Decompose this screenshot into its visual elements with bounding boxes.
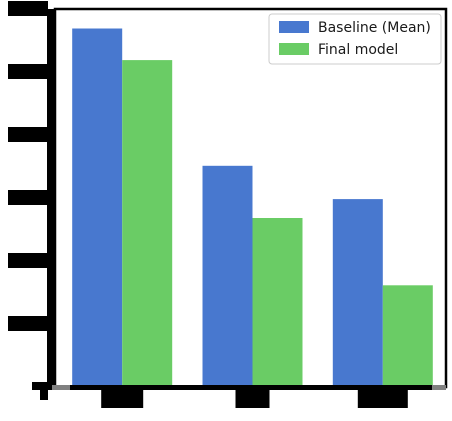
x-axis-right-cap [432,385,446,390]
y-tick-6 [8,1,48,16]
bar-series-1-cat-2 [382,285,433,387]
legend-swatch-baseline [279,21,309,33]
x-axis-spine [47,385,446,390]
x-tick-2 [357,390,408,408]
bars-layer [72,28,433,387]
y-tick-4 [8,127,48,142]
bar-series-0-cat-1 [202,165,253,387]
y-axis-spine [47,9,56,389]
axes-layer [47,7,448,390]
x-axis-left-cap [52,385,70,390]
y-tick-3 [8,190,48,205]
y-ticks [8,1,48,400]
y-tick-1 [8,316,48,331]
x-tick-0 [101,390,144,408]
y-tick-2 [8,253,48,268]
x-tick-1 [235,390,270,408]
legend-label-final-model: Final model [318,42,398,58]
legend-box [268,13,442,65]
bar-series-1-cat-0 [122,60,173,387]
y-tick-5 [8,64,48,79]
bar-series-0-cat-0 [72,28,123,387]
x-ticks [101,390,408,408]
legend-swatch-final-model [279,43,309,55]
origin-tick-stub [40,386,48,400]
bar-series-1-cat-1 [252,218,303,387]
bar-series-0-cat-2 [332,199,383,387]
legend-label-baseline: Baseline (Mean) [318,20,431,36]
legend: Baseline (Mean) Final model [268,13,442,65]
